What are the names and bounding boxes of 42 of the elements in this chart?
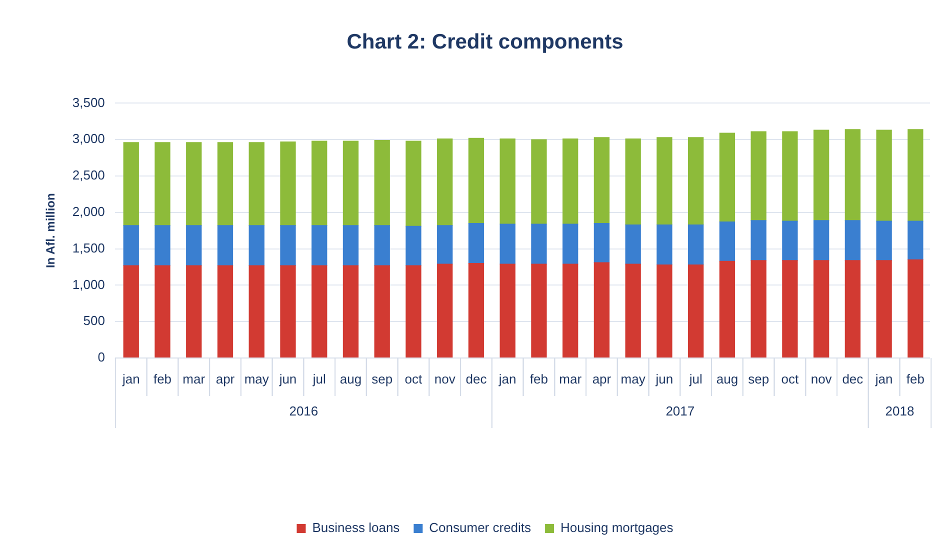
x-tick-label: jul	[312, 371, 326, 386]
x-tick-label: jan	[121, 371, 140, 386]
text: 2018	[885, 404, 914, 419]
x-tick-label: may	[244, 371, 270, 386]
y-tick-label: 2,000	[72, 204, 105, 219]
x-tick-label: mar	[559, 371, 582, 386]
x-tick-label: jan	[874, 371, 893, 386]
x-tick-label: may	[620, 371, 646, 386]
x-tick-label: aug	[716, 371, 738, 386]
y-tick-label: 3,000	[72, 131, 105, 146]
x-tick-label: sep	[748, 371, 770, 386]
legend-label: Housing mortgages	[560, 520, 674, 536]
x-tick-label: jul	[688, 371, 702, 386]
y-tick-label: 1,500	[72, 240, 105, 256]
y-tick-label: 2,500	[72, 168, 105, 183]
chart-title: Chart 2: Credit components	[346, 30, 624, 54]
x-tick-label: apr	[592, 371, 612, 386]
x-tick-label: mar	[182, 371, 206, 386]
x-tick-label: dec	[466, 371, 488, 386]
x-tick-label: nov	[434, 371, 456, 386]
x-tick-label: feb	[530, 371, 548, 386]
y-tick-label: 1,000	[72, 276, 105, 292]
x-tick-label: dec	[842, 371, 864, 386]
x-tick-label: feb	[153, 371, 172, 386]
x-tick-label: nov	[810, 371, 832, 386]
y-axis-title: In Afl. million	[44, 193, 58, 268]
x-tick-label: oct	[781, 371, 800, 386]
y-tick-label: 3,500	[72, 94, 105, 110]
x-tick-label: apr	[216, 371, 236, 386]
legend-label: Consumer credits	[429, 520, 532, 536]
y-tick-label: 500	[83, 313, 105, 328]
x-tick-label: jun	[278, 371, 297, 386]
x-tick-label: jan	[498, 371, 516, 386]
legend-label: Business loans	[312, 520, 400, 536]
text: 2017	[666, 404, 695, 419]
x-tick-label: aug	[340, 371, 362, 386]
x-tick-label: jun	[654, 371, 674, 386]
text: 2016	[289, 404, 318, 419]
x-tick-label: feb	[906, 371, 924, 386]
y-tick-label: 0	[98, 350, 105, 365]
x-tick-label: oct	[404, 371, 423, 386]
x-tick-label: sep	[372, 371, 393, 386]
